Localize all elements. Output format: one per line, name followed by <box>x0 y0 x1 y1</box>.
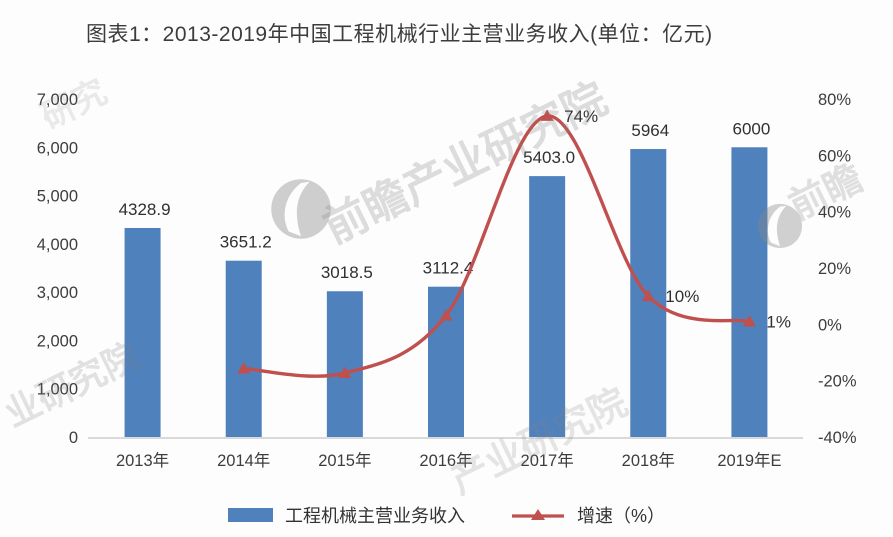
y-axis-right-tick: 20% <box>818 260 851 278</box>
chart-canvas: 7,000 6,000 5,000 4,000 3,000 2,000 1,000 0 80% 6… <box>37 91 857 470</box>
line-marker-icon <box>338 366 352 379</box>
x-axis-label: 2017年 <box>521 451 574 470</box>
y-axis-left-tick: 5,000 <box>37 188 78 206</box>
line-value-label: 1% <box>766 313 791 332</box>
x-axis-label: 2019年E <box>717 451 781 470</box>
line-value-label: 10% <box>665 287 699 306</box>
legend-line-swatch-icon <box>511 509 564 520</box>
x-axis-label: 2016年 <box>419 451 472 470</box>
y-axis-right-tick: 60% <box>818 147 851 165</box>
bar-value-label: 3018.5 <box>321 263 373 282</box>
line-marker-icon <box>540 109 554 121</box>
line-value-label: 74% <box>564 107 598 126</box>
line-marker-icon <box>439 309 453 321</box>
x-axis-label: 2013年 <box>116 451 169 470</box>
bar <box>326 291 363 437</box>
bar-value-label: 5403.0 <box>523 148 575 167</box>
chart-title: 图表1：2013-2019年中国工程机械行业主营业务收入(单位：亿元) <box>86 23 713 46</box>
x-axis-label: 2014年 <box>217 451 270 470</box>
y-axis-left-tick: 6,000 <box>37 139 78 157</box>
bar-value-label: 4328.9 <box>119 200 171 219</box>
y-axis-right-tick: 40% <box>818 204 851 222</box>
y-axis-right-tick: -20% <box>818 373 857 391</box>
y-axis-left-tick: 7,000 <box>37 91 78 109</box>
bar <box>529 176 566 437</box>
growth-line <box>242 114 752 378</box>
y-axis-left-tick: 3,000 <box>37 284 78 302</box>
line-marker-icon <box>641 289 655 302</box>
legend-bar-swatch-icon <box>227 508 273 522</box>
bar <box>124 227 161 437</box>
bar-value-label: 3112.4 <box>423 259 474 278</box>
y-axis-right-tick: -40% <box>818 429 857 447</box>
bar <box>225 260 262 437</box>
chart-legend: 工程机械主营业务收入 增速（%） <box>0 502 893 528</box>
y-axis-right-tick: 80% <box>818 91 851 109</box>
y-axis-left-tick: 0 <box>69 429 78 447</box>
bar <box>731 147 768 438</box>
x-axis-label: 2018年 <box>622 451 675 470</box>
legend-bar-label: 工程机械主营业务收入 <box>284 506 465 526</box>
line-marker-icon <box>237 362 251 374</box>
y-axis-left-tick: 4,000 <box>37 236 78 254</box>
x-axis-label: 2015年 <box>318 451 371 470</box>
line-marker-icon <box>742 315 756 327</box>
y-axis-left-tick: 2,000 <box>37 332 78 350</box>
legend-line-label: 增速（%） <box>576 506 665 526</box>
y-axis-left-tick: 1,000 <box>37 381 78 399</box>
bar-value-label: 6000 <box>733 119 771 138</box>
y-axis-right-tick: 0% <box>818 316 842 334</box>
bar-value-label: 3651.2 <box>220 233 272 252</box>
bar-value-label: 5964 <box>631 121 669 140</box>
